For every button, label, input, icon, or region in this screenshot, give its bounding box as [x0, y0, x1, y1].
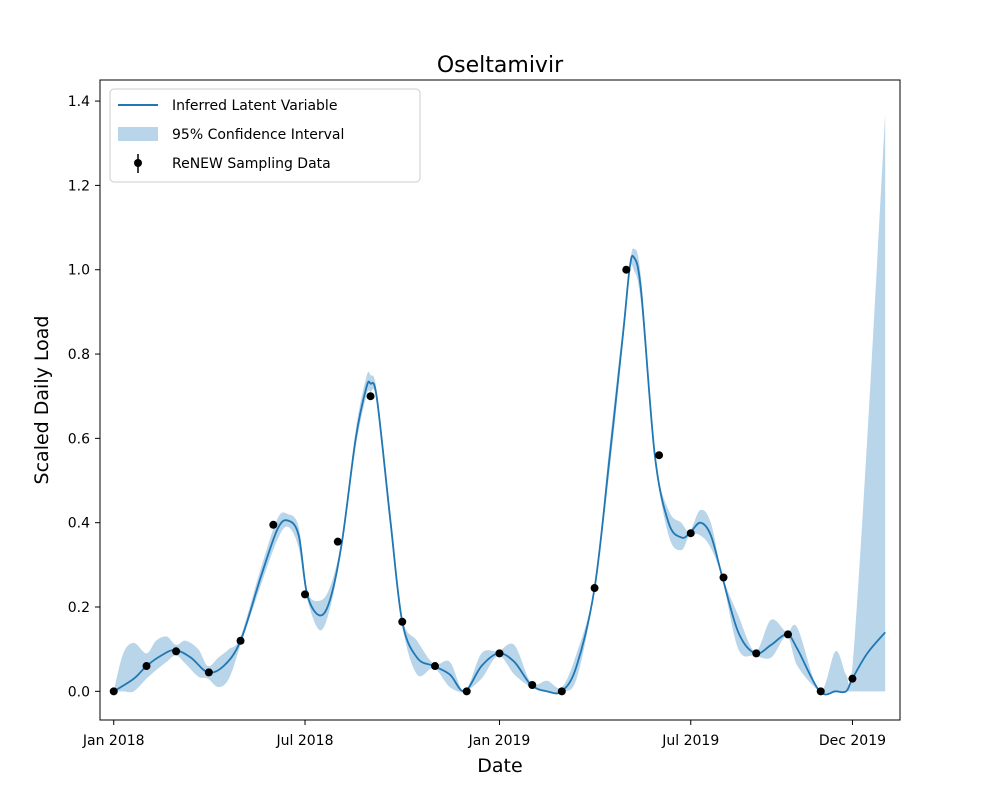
- sampling-point: [783, 630, 792, 639]
- legend: Inferred Latent Variable 95% Confidence …: [109, 88, 421, 183]
- sampling-point: [301, 590, 310, 599]
- y-tick-label: 1.4: [68, 94, 90, 110]
- legend-label-latent: Inferred Latent Variable: [172, 98, 337, 114]
- sampling-point: [204, 668, 213, 677]
- sampling-point: [462, 687, 471, 696]
- sampling-point: [752, 649, 761, 658]
- y-tick-label: 0.2: [68, 600, 90, 616]
- sampling-point: [686, 529, 695, 538]
- sampling-point: [172, 647, 181, 656]
- sampling-point: [719, 573, 728, 582]
- sampling-point: [816, 687, 825, 696]
- legend-label-confidence: 95% Confidence Interval: [172, 127, 344, 143]
- y-axis-label: Scaled Daily Load: [31, 316, 53, 485]
- sampling-points-layer: [109, 265, 857, 696]
- legend-point-swatch: [134, 159, 142, 167]
- y-tick-label: 1.2: [68, 178, 90, 194]
- plot-area-frame: [99, 79, 901, 721]
- y-tick-label: 0.0: [68, 684, 90, 700]
- x-tick-label: Jul 2018: [276, 733, 334, 749]
- sampling-point: [109, 687, 118, 696]
- legend-box: [109, 88, 421, 183]
- sampling-point: [848, 674, 857, 683]
- y-tick-label: 0.8: [68, 347, 90, 363]
- sampling-point: [333, 537, 342, 546]
- sampling-point: [655, 451, 664, 460]
- sampling-point: [142, 662, 151, 671]
- sampling-point: [528, 681, 537, 690]
- chart-title: Oseltamivir: [437, 53, 564, 78]
- sampling-point: [622, 265, 631, 274]
- sampling-point: [557, 687, 566, 696]
- y-tick-label: 0.6: [68, 431, 90, 447]
- x-tick-label: Jan 2018: [82, 733, 145, 749]
- latent-line-layer: [113, 254, 886, 696]
- x-axis-label: Date: [477, 755, 522, 777]
- sampling-point: [236, 636, 245, 645]
- y-axis-ticks: 0.0 0.2 0.4 0.6 0.8 1.0 1.2 1.4: [68, 94, 100, 700]
- sampling-point: [269, 520, 278, 529]
- legend-label-sampling: ReNEW Sampling Data: [172, 156, 331, 172]
- sampling-point: [431, 662, 440, 671]
- legend-band-swatch: [118, 127, 158, 141]
- sampling-point: [495, 649, 504, 658]
- x-tick-label: Dec 2019: [819, 733, 886, 749]
- sampling-point: [366, 392, 375, 401]
- x-tick-label: Jan 2019: [468, 733, 531, 749]
- y-tick-label: 0.4: [68, 516, 90, 532]
- y-tick-label: 1.0: [68, 263, 90, 279]
- sampling-point: [398, 617, 407, 626]
- confidence-interval-band: [113, 113, 886, 694]
- confidence-band-layer: [113, 113, 886, 694]
- sampling-point: [590, 584, 599, 593]
- latent-variable-line: [113, 254, 886, 696]
- x-axis-ticks: Jan 2018 Jul 2018 Jan 2019 Jul 2019 Dec 2019: [82, 720, 886, 749]
- x-tick-label: Jul 2019: [661, 733, 719, 749]
